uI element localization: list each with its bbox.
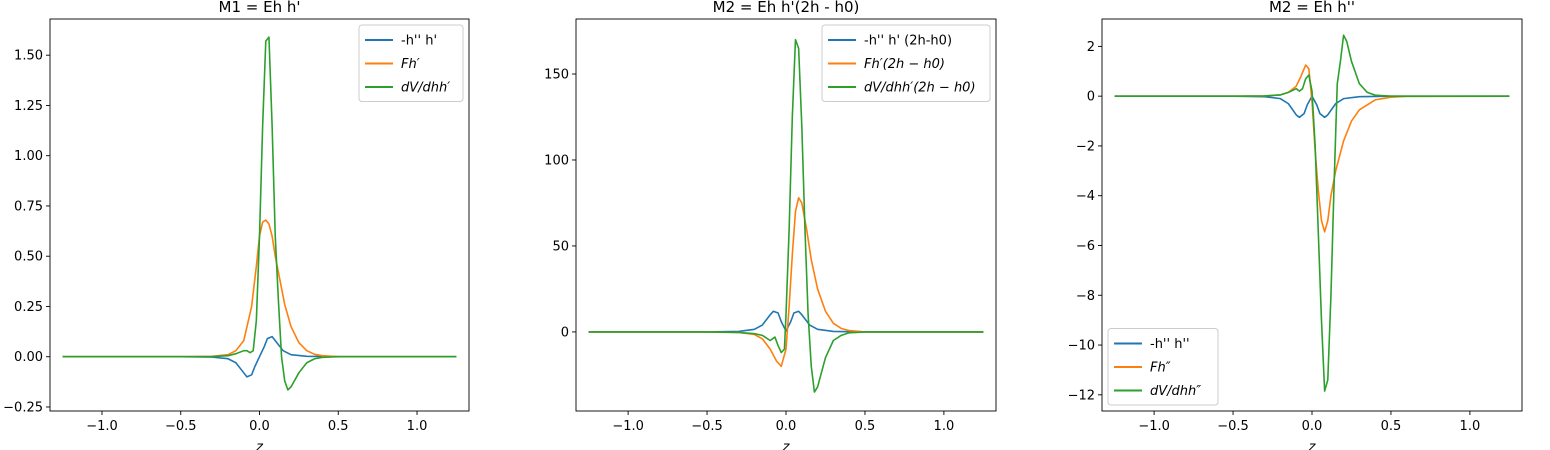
legend-box [821,24,991,102]
chart-2-x-tick-label: −0.5 [691,419,723,434]
chart-2-x-tick-label: −1.0 [612,419,644,434]
chart-3-series-line-3 [1114,34,1510,392]
chart-3-legend: -h'' h'' Fh″ dV/dhh″ [1107,328,1219,406]
chart-1-x-tick-label: 1.0 [407,419,428,434]
chart-3-x-tick-label: 1.0 [1460,419,1481,434]
chart-3-y-tick-label: −4 [1076,189,1095,204]
chart-2-y-tick-label: 50 [552,239,569,254]
chart-3: −1.0 −0.5 0.0 0.5 1.0 −12 −10 −8 −6 −4 −2 0 2 M2 = Eh… [1068,0,1523,450]
chart-2-y-tick-label: 0 [561,325,569,340]
chart-1-y-tick-label: 0.50 [14,250,43,265]
chart-1-x-tick-label: −0.5 [165,419,197,434]
chart-3-y-tick-label: −12 [1068,388,1095,403]
chart-2-legend: -h'' h' (2h-h0) Fh′(2h − h0) dV/dhh′(2h − … [821,24,991,102]
chart-3-x-tick-label: −1.0 [1138,419,1170,434]
chart-2-x-tick-label: 0.5 [855,419,876,434]
chart-3-y-tick-label: −8 [1076,289,1095,304]
chart-1-y-tick-label: 1.25 [14,99,43,114]
legend-entry-3: dV/dhh′(2h − h0) [864,81,976,96]
chart-1-series-line-1 [62,335,457,378]
chart-1-y-tick-label: 0.75 [14,199,43,214]
chart-1-y-tick-label: 1.50 [14,49,43,64]
chart-1: −1.0 −0.5 0.0 0.5 1.0 −0.25 0.00 0.25 0.50 0.75 1.… [3,0,470,450]
legend-entry-1: -h'' h' [401,34,437,49]
legend-box [358,24,464,102]
legend-entry-1: -h'' h' (2h-h0) [864,34,952,49]
chart-1-y-tick-label: 0.25 [14,300,43,315]
legend-entry-2: Fh′ [401,57,420,72]
chart-3-y-tick-label: −2 [1076,139,1095,154]
legend-entry-2: Fh′(2h − h0) [864,57,945,72]
chart-1-y-tick-label: 1.00 [14,149,43,164]
legend-entry-3: dV/dhh″ [1150,384,1201,399]
chart-2-x-tick-label: 0.0 [776,419,797,434]
legend-entry-2: Fh″ [1150,361,1171,376]
chart-2-y-tick-label: 150 [544,68,569,83]
chart-1-title: M1 = Eh h' [219,0,301,16]
legend-box [1107,328,1219,406]
legend-entry-3: dV/dhh′ [401,81,450,96]
chart-1-x-tick-label: 0.5 [328,419,349,434]
chart-3-x-axis-label: z [1308,440,1317,450]
chart-2-series-line-3 [588,38,984,393]
chart-2-series-line-2 [588,197,984,368]
chart-1-series-line-2 [62,219,457,358]
chart-3-y-tick-label: 2 [1087,40,1095,55]
chart-3-y-tick-label: 0 [1087,90,1095,105]
chart-2: −1.0 −0.5 0.0 0.5 1.0 0 50 100 150 M2 = Eh h'(2h … [544,0,997,450]
chart-1-y-tick-label: −0.25 [3,400,43,415]
chart-2-x-tick-label: 1.0 [934,419,955,434]
chart-3-y-tick-label: −6 [1076,239,1095,254]
legend-entry-1: -h'' h'' [1150,337,1190,352]
chart-3-title: M2 = Eh h'' [1269,0,1355,16]
chart-2-x-axis-label: z [782,440,791,450]
chart-3-x-tick-label: 0.0 [1302,419,1323,434]
chart-3-y-tick-label: −10 [1068,339,1095,354]
chart-1-x-axis-label: z [255,440,264,450]
chart-3-x-tick-label: 0.5 [1381,419,1402,434]
chart-3-x-tick-label: −0.5 [1217,419,1249,434]
chart-2-title: M2 = Eh h'(2h - h0) [713,0,860,16]
chart-2-y-tick-label: 100 [544,153,569,168]
chart-1-y-tick-label: 0.00 [14,350,43,365]
chart-1-x-tick-label: 0.0 [249,419,270,434]
chart-1-x-tick-label: −1.0 [86,419,118,434]
chart-1-series-line-3 [62,36,457,391]
chart-1-legend: -h'' h' Fh′ dV/dhh′ [358,24,464,102]
